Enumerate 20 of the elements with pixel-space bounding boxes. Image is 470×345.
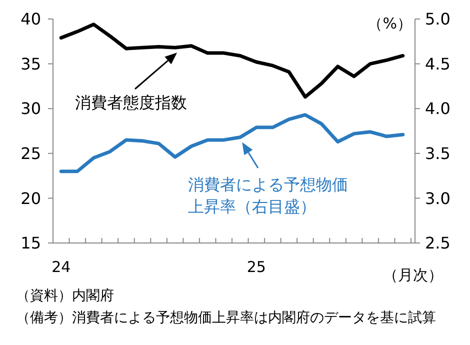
- text: （資料）内閣府: [16, 288, 114, 304]
- line-series: [59, 113, 405, 174]
- y-tick-label: 20: [20, 188, 41, 208]
- y2-tick-label: 5.0: [425, 10, 450, 29]
- y-tick-label: 30: [20, 99, 41, 118]
- text: （備考）消費者による予想物価上昇率は内閣府のデータを基に試算: [16, 310, 436, 326]
- x-tick-label: 24: [52, 258, 71, 276]
- y-tick-label: 35: [20, 54, 41, 74]
- y2-tick-label: 4.0: [425, 99, 450, 118]
- y-tick-label: 40: [20, 10, 41, 29]
- y-tick-label: 25: [20, 144, 41, 163]
- y2-tick-label: 4.5: [425, 54, 450, 74]
- y2-tick-label: 3.0: [425, 188, 450, 208]
- y2-tick-label: 2.5: [425, 234, 450, 253]
- x-axis-title: （月次）: [383, 266, 443, 284]
- y-tick-label: 15: [20, 234, 41, 253]
- y2-axis-title: （%）: [368, 14, 412, 32]
- legend-label: 消費者態度指数: [75, 93, 187, 112]
- y2-tick-label: 3.5: [425, 144, 450, 163]
- legend-label: 消費者による予想物価上昇率（右目盛）: [188, 175, 348, 216]
